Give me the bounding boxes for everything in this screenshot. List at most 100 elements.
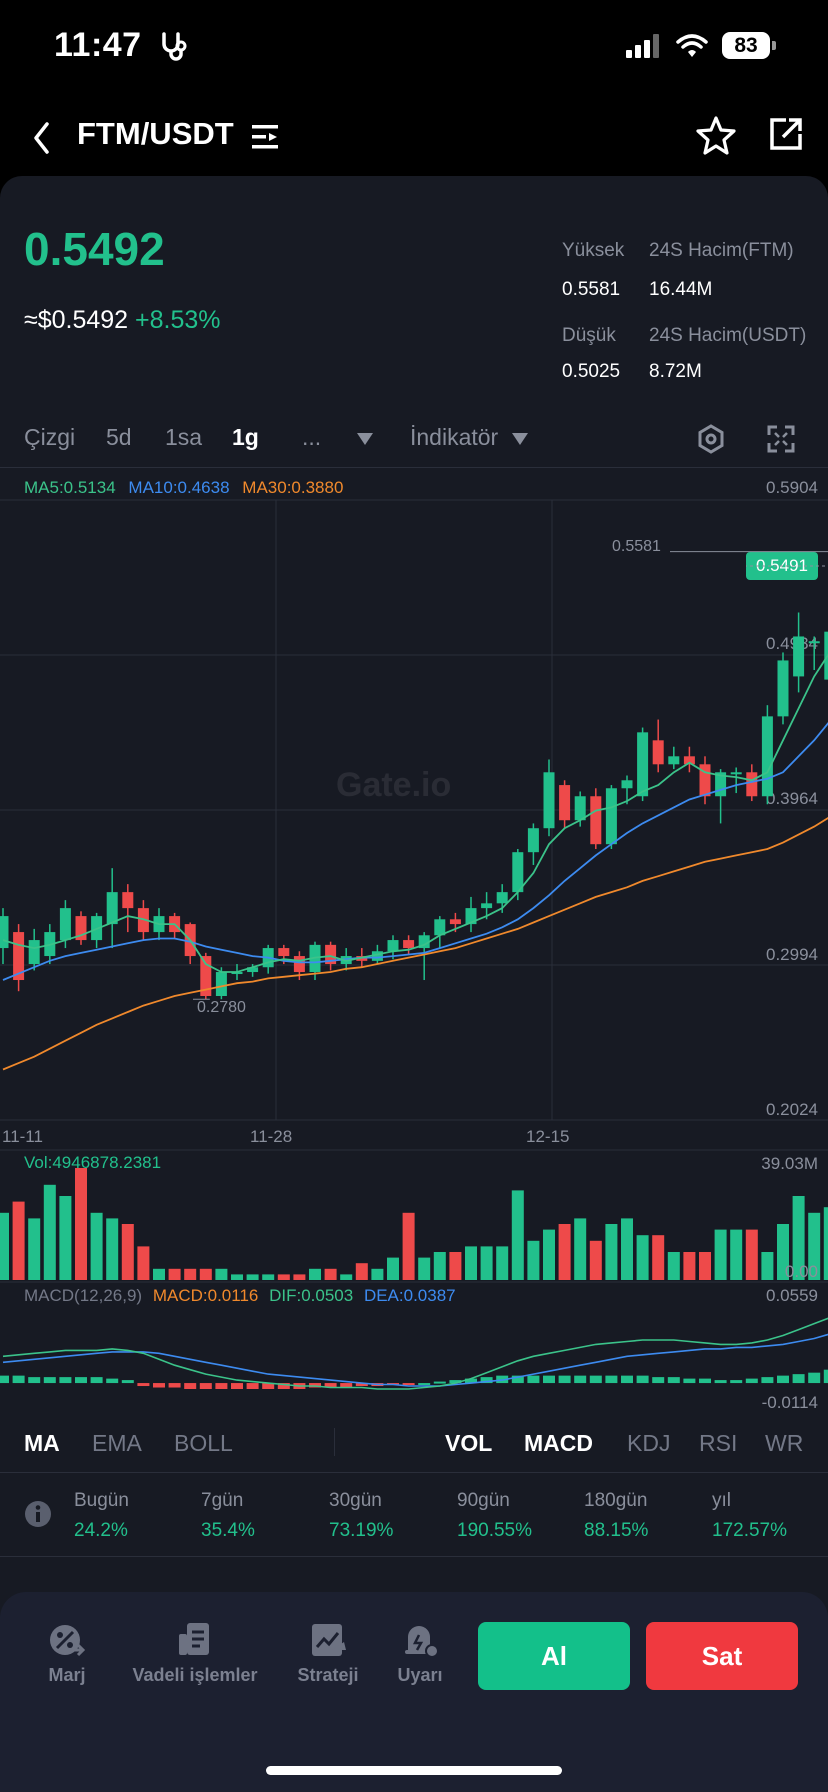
- settings-icon[interactable]: [696, 424, 726, 454]
- tab-1sa[interactable]: 1sa: [165, 424, 203, 450]
- volume-max: 39.03M: [761, 1154, 818, 1173]
- macd-bar: [199, 1383, 212, 1390]
- approx-usd-row: ≈$0.5492 +8.53%: [24, 306, 221, 335]
- ma5-line: [2, 653, 828, 973]
- vol-ftm-label: 24S Hacim(FTM): [649, 240, 794, 261]
- tab-divider: [334, 1428, 335, 1456]
- candle-body: [715, 772, 727, 797]
- wifi-icon: [676, 34, 708, 57]
- dea-value: DEA:0.0387: [363, 1286, 456, 1305]
- divider: [0, 1556, 828, 1557]
- performance-value: 172.57%: [712, 1520, 788, 1541]
- volume-bar: [231, 1274, 243, 1280]
- nav-futures[interactable]: Vadeli işlemler: [124, 1620, 266, 1686]
- volume-bar: [387, 1257, 399, 1280]
- macd-bar: [121, 1380, 134, 1384]
- ma30-value: MA30:0.3880: [242, 478, 344, 497]
- back-icon[interactable]: [30, 120, 54, 156]
- chevron-down-icon[interactable]: [511, 432, 529, 446]
- macd-bar: [231, 1383, 243, 1390]
- macd-bar: [324, 1383, 337, 1388]
- tab-macd[interactable]: MACD: [524, 1430, 593, 1456]
- performance-label: 7gün: [201, 1490, 244, 1511]
- macd-bar: [699, 1378, 711, 1384]
- low-value: 0.5025: [562, 361, 621, 382]
- volume-bar: [106, 1218, 119, 1280]
- performance-value: 88.15%: [584, 1520, 649, 1541]
- candle-body: [808, 641, 820, 644]
- performance-label: yıl: [712, 1490, 731, 1511]
- dif-value: DIF:0.0503: [269, 1286, 354, 1305]
- candlestick-chart: [0, 499, 828, 1390]
- nav-marj[interactable]: Marj: [30, 1620, 104, 1686]
- candle-body: [247, 967, 259, 973]
- candle-body: [28, 940, 40, 965]
- tab-kdj[interactable]: KDJ: [627, 1430, 671, 1456]
- performance-label: 90gün: [457, 1490, 510, 1511]
- candle-body: [559, 785, 571, 821]
- candle-body: [387, 940, 399, 952]
- tab-line[interactable]: Çizgi: [24, 424, 76, 450]
- candle-body: [590, 796, 602, 845]
- volume-bar: [340, 1274, 353, 1280]
- star-icon[interactable]: [694, 114, 738, 158]
- macd-bar: [43, 1377, 56, 1384]
- volume-bar: [714, 1229, 727, 1280]
- tab-more[interactable]: ...: [302, 424, 322, 450]
- macd-bar: [730, 1380, 743, 1384]
- macd-bar: [558, 1375, 571, 1384]
- buy-button[interactable]: Al: [478, 1622, 630, 1690]
- chevron-down-icon[interactable]: [356, 432, 374, 446]
- macd-bar: [527, 1375, 540, 1384]
- tab-5d[interactable]: 5d: [106, 424, 132, 450]
- candle-body: [0, 916, 9, 949]
- nav-alert[interactable]: Uyarı: [386, 1620, 454, 1686]
- vol-usdt-value: 8.72M: [649, 361, 702, 382]
- volume-bar: [480, 1246, 493, 1280]
- candle-body: [215, 972, 227, 996]
- fullscreen-icon[interactable]: [766, 424, 796, 454]
- share-icon[interactable]: [766, 114, 806, 154]
- ma-legend: MA5:0.5134 MA10:0.4638 MA30:0.3880: [24, 478, 343, 498]
- candle-body: [122, 892, 134, 909]
- macd-bar: [605, 1375, 618, 1384]
- y-tick: 0.2024: [766, 1100, 818, 1119]
- ma5-value: MA5:0.5134: [24, 478, 116, 497]
- nav-strategy[interactable]: Strateji: [286, 1620, 370, 1686]
- pair-list-icon[interactable]: [250, 122, 280, 152]
- volume-bar: [153, 1268, 165, 1280]
- volume-bar: [324, 1268, 337, 1280]
- y-tick: 0.4934: [766, 634, 818, 653]
- tab-vol[interactable]: VOL: [445, 1430, 493, 1456]
- volume-bar: [652, 1235, 665, 1280]
- volume-bar: [792, 1196, 805, 1280]
- macd-bar: [153, 1383, 165, 1388]
- candle-body: [761, 716, 773, 797]
- tab-ma[interactable]: MA: [24, 1430, 60, 1456]
- info-icon[interactable]: [24, 1500, 52, 1528]
- macd-bar: [402, 1383, 415, 1386]
- candle-body: [434, 919, 446, 936]
- macd-bar: [714, 1380, 727, 1384]
- candle-body: [777, 660, 789, 717]
- candle-body: [106, 892, 118, 925]
- nav-strategy-label: Strateji: [297, 1665, 359, 1685]
- tab-ema[interactable]: EMA: [92, 1430, 142, 1456]
- candle-body: [512, 852, 524, 893]
- volume-bar: [527, 1240, 540, 1280]
- tab-boll[interactable]: BOLL: [174, 1430, 233, 1456]
- candle-body: [683, 756, 695, 765]
- stethoscope-icon: [162, 32, 187, 61]
- tab-1g[interactable]: 1g: [232, 424, 259, 450]
- macd-bar: [683, 1378, 696, 1384]
- sell-button[interactable]: Sat: [646, 1622, 798, 1690]
- indicator-dropdown[interactable]: İndikatör: [410, 424, 499, 450]
- pair-title[interactable]: FTM/USDT: [77, 116, 234, 151]
- candle-body: [621, 780, 633, 789]
- candle-body: [543, 772, 555, 829]
- candle-body: [527, 828, 539, 853]
- tab-wr[interactable]: WR: [765, 1430, 804, 1456]
- macd-max: 0.0559: [766, 1286, 818, 1305]
- tab-rsi[interactable]: RSI: [699, 1430, 738, 1456]
- candle-body: [496, 892, 508, 904]
